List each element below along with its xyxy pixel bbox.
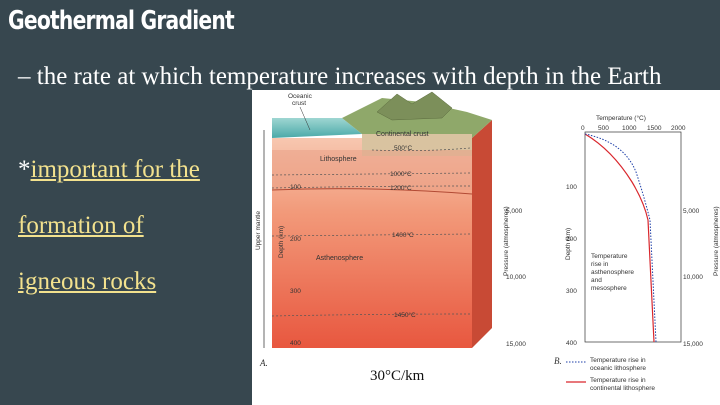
isotherm-1000 [271,172,471,176]
depth-tick-b-100: 100 [566,184,577,191]
gradient-rate-label: 30°C/km [370,368,425,384]
annotation-line-2: rise in [591,261,609,268]
pressure-tick-b-5000: 5,000 [683,208,700,215]
pressure-tick-a-10000: 10,000 [506,274,526,281]
lithosphere-label: Lithosphere [320,156,357,163]
legend-oceanic-line-1: Temperature rise in [590,357,646,364]
annotation-line-5: mesosphere [591,285,627,292]
temp-axis-title: Temperature (°C) [596,114,646,122]
annotation-line-3: asthenosphere [591,269,634,276]
legend-continental-line-1: Temperature rise in [590,377,646,384]
bullet-link-1[interactable]: important for the [30,156,200,183]
annotation-line-1: Temperature [591,253,628,260]
pressure-axis-label-a: Pressure (atmospheres) [503,206,510,276]
pressure-tick-b-15000: 15,000 [683,341,703,348]
oceanic-lithosphere-curve [584,133,657,343]
geothermal-figure: Oceanic crust Continental crust Lithosph… [252,90,720,405]
continental-lithosphere-curve [584,133,655,343]
mountain-range [376,91,453,121]
oceanic-crust-label-1: Oceanic [288,93,313,100]
pressure-tick-a-15000: 15,000 [506,341,526,348]
isotherm-1450 [271,313,471,317]
temp-tick-2000: 2000 [671,125,686,132]
depth-axis-label-b: Depth (km) [565,228,572,260]
isotherm-label-1200: 1200°C [390,184,412,192]
depth-tick-a-100: 100 [290,184,301,191]
lithosphere-layer [272,150,472,190]
oceanic-crust-label-2: crust [292,100,306,107]
definition-text: – the rate at which temperature increase… [18,63,662,90]
depth-tick-a-300: 300 [290,288,301,295]
plot-b-frame [584,131,682,343]
temp-tick-1000: 1000 [622,125,637,132]
geothermal-diagram: Oceanic crust Continental crust Lithosph… [255,91,720,392]
continental-crust-label: Continental crust [376,131,429,138]
depth-tick-a-400: 400 [290,340,301,347]
isotherm-label-500: 500°C [394,144,412,152]
oceanic-crust-pointer [299,106,311,131]
depth-tick-b-400: 400 [566,340,577,347]
isotherm-label-1000: 1000°C [390,170,412,178]
pressure-tick-b-10000: 10,000 [683,274,703,281]
isotherm-1200 [271,185,471,189]
panel-b: Temperature (°C) 0 500 1000 1500 2000 De… [554,114,720,392]
bullet-line-2: formation of [18,211,144,241]
bullet-line-1: *important for the [18,155,200,185]
ocean-surface [272,118,362,138]
slide-title: Geothermal Gradient [8,6,235,36]
temp-tick-0: 0 [581,125,585,132]
asthenosphere-label: Asthenosphere [316,255,363,262]
isotherm-1400 [271,233,471,237]
depth-tick-b-300: 300 [566,288,577,295]
legend-oceanic-line-2: oceanic lithosphere [590,365,646,372]
panel-a-letter: A. [259,358,268,368]
bullet-marker: * [18,156,31,183]
depth-axis-label-a: Depth (km) [278,226,285,258]
lithosphere-boundary [271,188,473,195]
isotherm-label-1450: 1450°C [394,311,416,319]
isotherm-label-1400: 1400°C [392,231,414,239]
depth-tick-b-200: 200 [566,236,577,243]
panel-a: Oceanic crust Continental crust Lithosph… [255,91,526,368]
pressure-axis-label-b: Pressure (atmospheres) [713,206,720,276]
panel-b-letter: B. [554,356,562,366]
bullet-link-2[interactable]: formation of [18,212,144,239]
depth-tick-a-200: 200 [290,236,301,243]
pressure-tick-a-5000: 5,000 [506,208,523,215]
upper-mantle-label: Upper mantle [255,211,262,250]
block-side-face [472,120,492,348]
annotation-line-4: and [591,277,602,284]
temp-tick-500: 500 [598,125,609,132]
legend-continental-line-2: continental lithosphere [590,385,655,392]
temp-tick-1500: 1500 [647,125,662,132]
isotherm-500 [371,147,471,152]
bullet-link-3[interactable]: igneous rocks [18,268,157,295]
bullet-line-3: igneous rocks [18,267,156,297]
